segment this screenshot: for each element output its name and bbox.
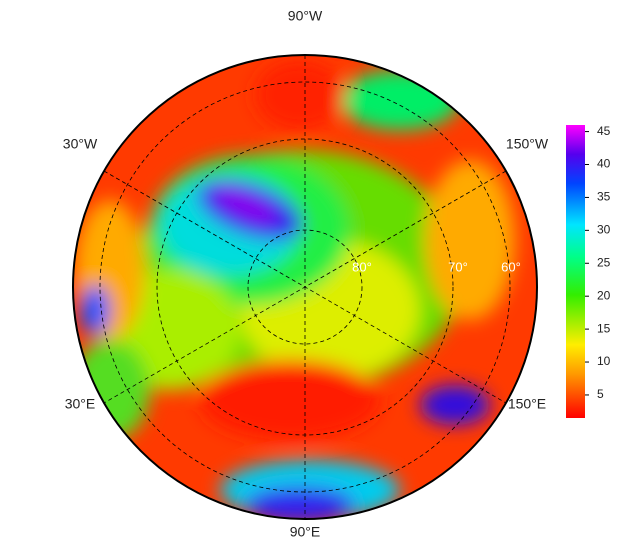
colorbar-tick-label: 20 <box>597 288 611 302</box>
meridian-label: 90°W <box>288 8 323 24</box>
colorbar-tick-label: 35 <box>597 190 611 204</box>
colorbar-tick-label: 15 <box>597 321 611 335</box>
latitude-label: 70° <box>448 259 468 274</box>
colorbar-tick-label: 30 <box>597 223 611 237</box>
meridian-label: 30°W <box>63 136 98 152</box>
meridian-label: 30°E <box>65 396 96 412</box>
colorbar-tick-label: 10 <box>597 354 611 368</box>
colorbar <box>566 125 585 418</box>
map-border <box>72 54 538 520</box>
colorbar-tick-label: 25 <box>597 255 611 269</box>
colorbar-tick-label: 45 <box>597 124 611 138</box>
meridian-label: 90°E <box>290 524 321 540</box>
latitude-label: 60° <box>501 259 521 274</box>
map-field <box>73 55 537 519</box>
meridian-label: 150°W <box>506 136 549 152</box>
latitude-label: 80° <box>352 259 372 274</box>
colorbar-tick-label: 5 <box>597 387 604 401</box>
colorbar-tick-label: 40 <box>597 157 611 171</box>
meridian-label: 150°E <box>508 396 546 412</box>
